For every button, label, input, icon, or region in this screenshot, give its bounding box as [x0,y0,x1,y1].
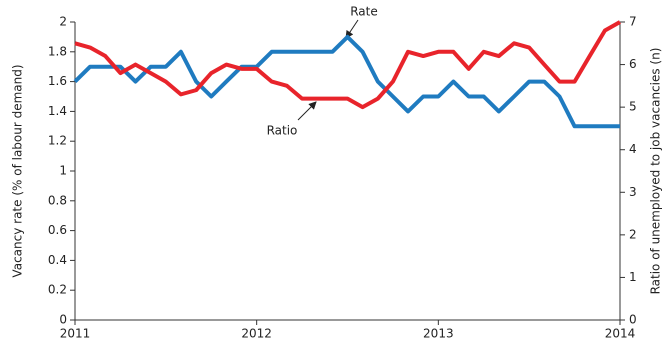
series-label: Rate [350,5,378,19]
y-axis-label: Vacancy rate (% of labour demand) [11,64,25,277]
y-tick-label: 0.4 [48,253,67,267]
y-tick-label: 0.2 [48,283,67,297]
series-label: Ratio [267,124,298,138]
y2-tick-label: 6 [629,57,637,71]
y2-tick-label: 2 [629,227,637,241]
y-tick-label: 1.4 [48,104,67,118]
y-tick-label: 0 [59,313,67,327]
y-tick-label: 0.8 [48,193,67,207]
y2-tick-label: 5 [629,100,637,114]
y2-axis-label: Ratio of unemployed to job vacancies (n) [649,48,663,295]
series-line [73,34,620,129]
x-tick-label: 2012 [241,327,272,341]
y-tick-label: 1.2 [48,134,67,148]
y2-tick-label: 3 [629,185,637,199]
x-tick-label: 2013 [423,327,454,341]
x-tick-label: 2014 [605,327,636,341]
y2-tick-label: 7 [629,15,637,29]
y-tick-label: 1 [59,164,67,178]
y2-tick-label: 1 [629,270,637,284]
y-tick-label: 2 [59,15,67,29]
series-line [74,20,621,110]
y-tick-label: 1.6 [48,74,67,88]
y2-tick-label: 4 [629,142,637,156]
y-tick-label: 1.8 [48,44,67,58]
annotation-arrow [297,101,317,121]
y2-tick-label: 0 [629,313,637,327]
x-tick-label: 2011 [60,327,91,341]
y-tick-label: 0.6 [48,223,67,237]
